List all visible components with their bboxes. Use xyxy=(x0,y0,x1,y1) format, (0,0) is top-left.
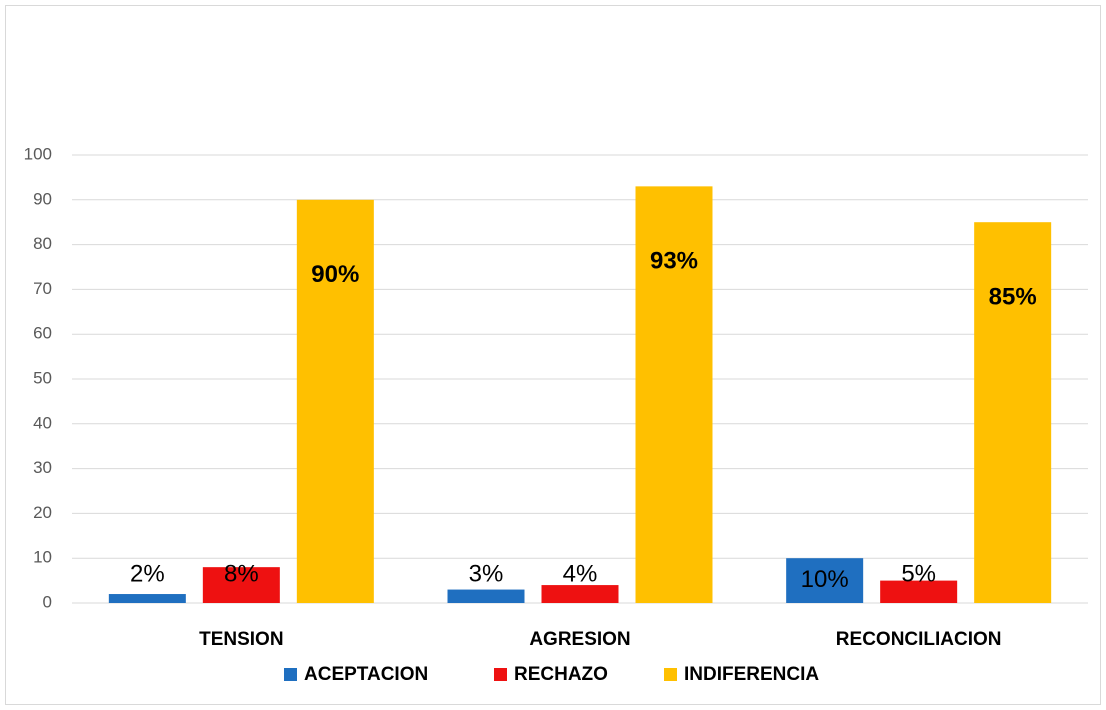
legend-label: ACEPTACION xyxy=(304,664,428,685)
y-tick-label: 10 xyxy=(33,548,52,567)
value-label: 3% xyxy=(469,560,504,587)
y-tick-label: 60 xyxy=(33,324,52,343)
bar xyxy=(786,558,864,603)
x-tick-label: TENSION xyxy=(199,629,283,650)
value-label: 4% xyxy=(563,560,598,587)
legend-label: RECHAZO xyxy=(514,664,608,685)
legend-swatch xyxy=(494,668,507,681)
value-label: 85% xyxy=(989,284,1037,311)
y-tick-label: 70 xyxy=(33,279,52,298)
value-label: 90% xyxy=(311,261,359,288)
bar xyxy=(202,567,280,603)
value-label: 8% xyxy=(224,560,259,587)
value-label: 2% xyxy=(130,560,165,587)
bar xyxy=(974,222,1052,603)
bar xyxy=(447,589,525,603)
value-label: 5% xyxy=(901,560,936,587)
y-tick-label: 40 xyxy=(33,413,52,432)
legend-swatch xyxy=(664,668,677,681)
y-tick-label: 100 xyxy=(24,144,52,163)
bar xyxy=(880,580,958,603)
x-tick-label: AGRESION xyxy=(529,629,630,650)
y-tick-label: 30 xyxy=(33,458,52,477)
y-tick-label: 0 xyxy=(43,592,52,611)
value-label: 10% xyxy=(801,566,849,593)
legend-swatch xyxy=(284,668,297,681)
bar xyxy=(296,199,374,604)
value-label: 93% xyxy=(650,248,698,275)
y-tick-label: 90 xyxy=(33,189,52,208)
bar xyxy=(635,186,713,604)
legend-label: INDIFERENCIA xyxy=(684,664,819,685)
bar xyxy=(108,594,186,603)
bar xyxy=(541,585,619,603)
y-tick-label: 50 xyxy=(33,368,52,387)
y-tick-label: 80 xyxy=(33,234,52,253)
y-tick-label: 20 xyxy=(33,503,52,522)
x-tick-label: RECONCILIACION xyxy=(836,629,1002,650)
